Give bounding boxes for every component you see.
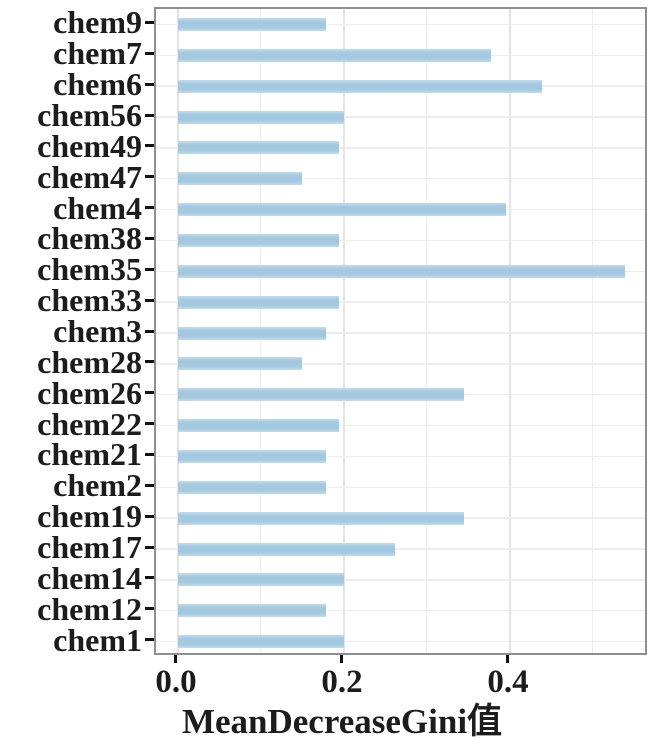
y-axis-tick [145, 391, 154, 395]
bar [177, 203, 506, 217]
y-axis-tick [145, 82, 154, 86]
bar [177, 233, 339, 247]
gridline-horizontal [156, 548, 645, 550]
y-axis-tick [145, 236, 154, 240]
x-axis-tick [506, 655, 510, 663]
bar [177, 141, 339, 155]
y-axis-label: chem49 [37, 127, 142, 164]
bar [177, 542, 395, 556]
gridline-horizontal [156, 640, 645, 643]
gridline-horizontal [156, 486, 645, 489]
gridline-horizontal [156, 332, 645, 334]
gridline-horizontal [156, 23, 645, 26]
plot-panel [154, 7, 647, 655]
x-axis-tick-label: 0.4 [487, 664, 529, 700]
y-axis-tick [145, 545, 154, 549]
bar [177, 326, 326, 340]
y-axis-label: chem19 [37, 498, 142, 535]
y-axis-label: chem22 [37, 405, 142, 442]
y-axis-tick [145, 144, 154, 148]
bar [177, 295, 339, 309]
y-axis-tick [145, 576, 154, 580]
gridline-major-vertical [343, 9, 345, 653]
bar [177, 480, 326, 494]
y-axis-label: chem35 [37, 251, 142, 288]
y-axis-tick [145, 514, 154, 518]
y-axis-label: chem26 [37, 374, 142, 411]
x-axis-tick-label: 0.0 [155, 664, 197, 700]
bar [177, 357, 303, 371]
bar [177, 635, 344, 649]
y-axis-tick [145, 483, 154, 487]
bar [177, 573, 344, 587]
gridline-minor-vertical [592, 9, 594, 653]
x-axis-title: MeanDecreaseGini值 [181, 702, 503, 741]
y-axis-tick [145, 20, 154, 24]
y-axis-label: chem28 [37, 343, 142, 380]
bar [177, 449, 326, 463]
y-axis-label: chem38 [37, 220, 142, 257]
y-axis-label: chem33 [37, 282, 142, 319]
y-axis-tick [145, 267, 154, 271]
y-axis-label: chem47 [37, 158, 142, 195]
gridline-horizontal [156, 116, 645, 118]
x-axis-tick-label: 0.2 [321, 664, 363, 700]
y-axis-tick [145, 298, 154, 302]
y-axis-label: chem21 [37, 436, 142, 473]
y-axis-label: chem17 [37, 529, 142, 565]
y-axis-label: chem14 [37, 559, 142, 596]
bar [177, 419, 339, 433]
y-axis-tick [145, 51, 154, 55]
gridline-minor-vertical [426, 9, 428, 653]
gridline-horizontal [156, 239, 645, 242]
gridline-horizontal [156, 363, 645, 365]
gridline-horizontal [156, 301, 645, 303]
y-axis-label: chem2 [53, 467, 142, 504]
gridline-horizontal [156, 579, 645, 581]
gridline-horizontal [156, 609, 645, 612]
y-axis-label: chem4 [53, 189, 142, 226]
bar [177, 17, 326, 31]
y-axis-label: chem1 [53, 621, 142, 658]
gridline-horizontal [156, 424, 645, 427]
bar [177, 110, 344, 124]
bar [177, 172, 303, 186]
bar [177, 264, 625, 278]
gridline-horizontal [156, 177, 645, 180]
y-axis-label: chem9 [53, 4, 142, 41]
x-axis-tick [340, 655, 344, 663]
bar [177, 388, 465, 402]
bar [177, 511, 465, 525]
bar [177, 79, 542, 93]
y-axis-tick [145, 206, 154, 210]
y-axis-tick [145, 452, 154, 456]
y-axis-label: chem3 [53, 313, 142, 349]
y-axis-tick [145, 175, 154, 179]
y-axis-tick [145, 422, 154, 426]
y-axis-tick [145, 360, 154, 364]
bar [177, 48, 491, 62]
y-axis-label: chem56 [37, 97, 142, 133]
y-axis-label: chem7 [53, 35, 142, 72]
y-axis-tick [145, 638, 154, 642]
gridline-horizontal [156, 455, 645, 458]
gridline-major-vertical [509, 9, 511, 653]
y-axis-label: chem12 [37, 590, 142, 627]
bar [177, 604, 326, 618]
y-axis-tick [145, 607, 154, 611]
y-axis-label: chem6 [53, 66, 142, 103]
y-axis-tick [145, 113, 154, 117]
y-axis-tick [145, 329, 154, 333]
gridline-horizontal [156, 147, 645, 149]
x-axis-tick [174, 655, 178, 663]
